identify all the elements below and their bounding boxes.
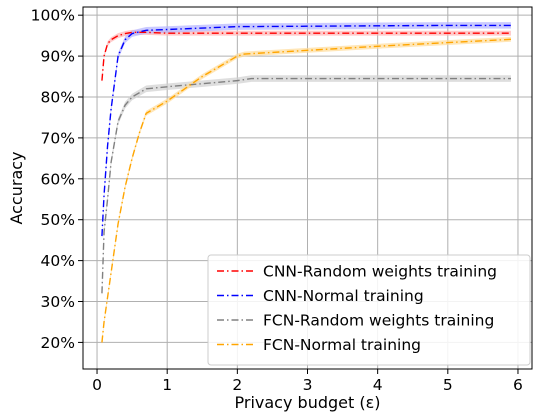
y-tick-label: 100% — [31, 7, 75, 25]
x-axis-label: Privacy budget (ε) — [235, 393, 381, 412]
series-lines — [101, 24, 511, 343]
x-tick-label: 6 — [513, 376, 523, 394]
y-tick-label: 50% — [41, 211, 75, 229]
cnn-normal-training-band — [101, 22, 511, 240]
y-tick-label: 60% — [41, 170, 75, 188]
x-tick-label: 3 — [303, 376, 313, 394]
legend-label-cnn-normal-training: CNN-Normal training — [263, 287, 424, 305]
cnn-normal-training-line — [101, 24, 511, 237]
x-tick-label: 5 — [443, 376, 453, 394]
legend-label-fcn-normal-training: FCN-Normal training — [263, 336, 421, 354]
legend-box — [207, 254, 531, 366]
grid — [83, 7, 532, 369]
x-tick-label: 4 — [373, 376, 383, 394]
legend: CNN-Random weights training CNN-Normal tr… — [207, 254, 531, 366]
x-tick-label: 2 — [232, 376, 242, 394]
fcn-random-weights-training-line — [101, 77, 511, 294]
y-tick-label: 20% — [41, 334, 75, 352]
legend-label-cnn-random-weights-training: CNN-Random weights training — [263, 263, 497, 281]
y-tick-label: 90% — [41, 48, 75, 66]
legend-label-fcn-random-weights-training: FCN-Random weights training — [263, 312, 494, 330]
y-tick-label: 30% — [41, 293, 75, 311]
x-tick-label: 0 — [92, 376, 102, 394]
y-tick-label: 70% — [41, 129, 75, 147]
x-tick-label: 1 — [162, 376, 172, 394]
y-tick-label: 80% — [41, 88, 75, 106]
x-axis-ticks: 0 1 2 3 4 5 6 — [92, 369, 523, 394]
cnn-random-weights-training-band — [101, 29, 511, 84]
y-axis-label: Accuracy — [7, 151, 26, 224]
y-axis-ticks: 20% 30% 40% 50% 60% 70% 80% 90% 100% — [31, 7, 83, 352]
y-tick-label: 40% — [41, 252, 75, 270]
confidence-bands — [101, 22, 511, 345]
